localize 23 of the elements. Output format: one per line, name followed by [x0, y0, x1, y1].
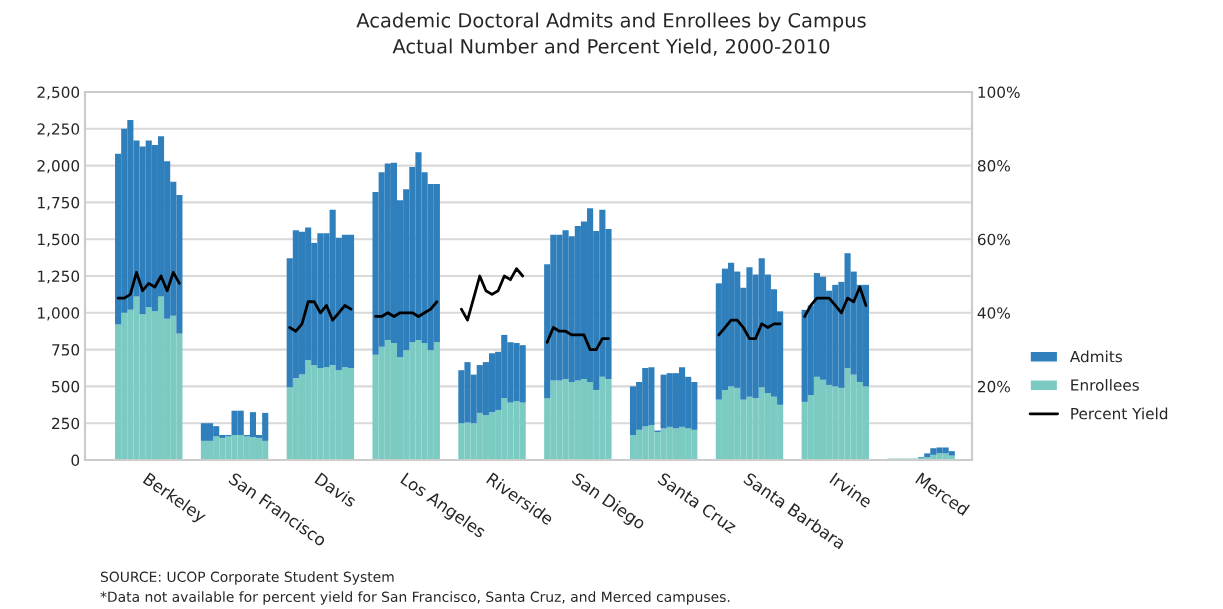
y-tick-label: 2,000: [37, 160, 80, 174]
y-tick-label: 0: [71, 454, 80, 467]
y-tick-label: 2,500: [37, 86, 80, 100]
y2-tick-label: 60%: [977, 233, 1010, 246]
y-tick-label: 1,750: [38, 196, 80, 210]
y-tick-label: 1,000: [38, 307, 80, 321]
legend-label: Percent Yield: [1071, 407, 1168, 420]
text: *Data not available for percent yield for San Francisco, Santa Cruz, and Merced campuses.: [100, 591, 730, 605]
y-tick-label: 750: [52, 344, 80, 356]
chart-title: Academic Doctoral Admits and Enrollees by Campus: [356, 12, 866, 32]
y2-tick-label: 80%: [977, 160, 1010, 172]
y-tick-label: 500: [52, 380, 80, 393]
y2-tick-label: 40%: [977, 307, 1010, 319]
legend-label: Enrollees: [1071, 379, 1139, 391]
y-tick-label: 250: [52, 417, 80, 430]
y-tick-label: 1,250: [38, 270, 80, 284]
y2-tick-label: 100%: [978, 86, 1020, 99]
y-tick-label: 1,500: [38, 233, 80, 247]
y-tick-label: 2,250: [37, 123, 80, 137]
legend-label: Admits: [1069, 350, 1123, 363]
source-note: SOURCE: UCOP Corporate Student System: [100, 571, 394, 585]
chart-subtitle: Actual Number and Percent Yield, 2000-2010: [392, 38, 830, 56]
y2-tick-label: 20%: [977, 380, 1010, 393]
